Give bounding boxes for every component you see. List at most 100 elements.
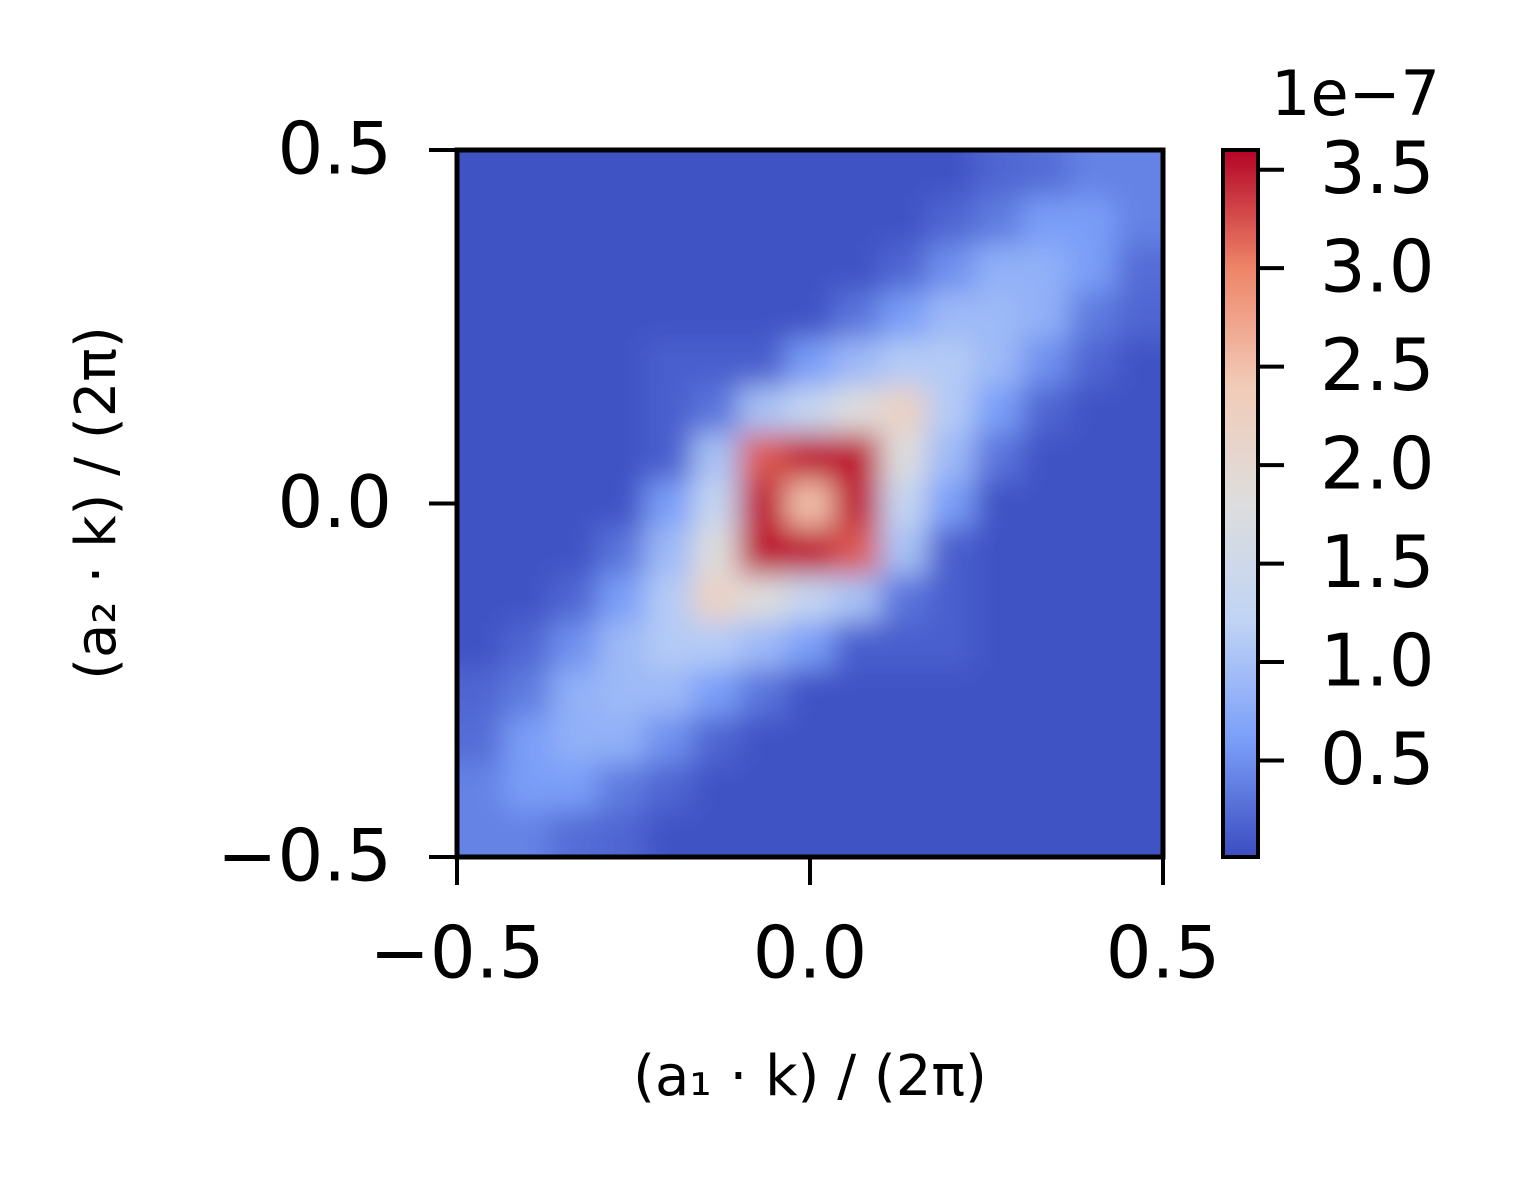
heatmap-cell bbox=[457, 338, 505, 387]
heatmap-cell bbox=[927, 762, 976, 811]
heatmap-cell bbox=[974, 667, 1023, 717]
heatmap-cell bbox=[644, 526, 693, 575]
heatmap-cell bbox=[785, 338, 835, 387]
heatmap-cell bbox=[691, 479, 740, 528]
heatmap-cell bbox=[1115, 715, 1163, 764]
heatmap-cell bbox=[597, 526, 646, 575]
heatmap-cell bbox=[1115, 196, 1163, 245]
heatmap-cell bbox=[785, 715, 835, 764]
heatmap-cell bbox=[597, 432, 646, 481]
heatmap-cell bbox=[833, 290, 882, 340]
colorbar bbox=[1221, 148, 1260, 859]
heatmap-cell bbox=[738, 479, 787, 528]
heatmap-cell bbox=[597, 620, 646, 669]
heatmap-cell bbox=[833, 150, 882, 198]
heatmap-cell bbox=[1021, 573, 1070, 622]
heatmap-cell bbox=[550, 715, 599, 764]
heatmap-cell bbox=[503, 573, 552, 622]
heatmap-cell bbox=[738, 243, 787, 292]
heatmap-cell bbox=[597, 196, 646, 245]
heatmap-cell bbox=[1021, 196, 1070, 245]
heatmap-cell bbox=[833, 432, 882, 481]
heatmap-cell bbox=[503, 432, 552, 481]
heatmap-cell bbox=[880, 479, 929, 528]
heatmap-cell bbox=[974, 762, 1023, 811]
heatmap-cell bbox=[1115, 526, 1163, 575]
heatmap-cell bbox=[597, 385, 646, 434]
heatmap-cell bbox=[1115, 762, 1163, 811]
heatmap-cell bbox=[503, 620, 552, 669]
heatmap-cell bbox=[1021, 715, 1070, 764]
heatmap-cell bbox=[644, 150, 693, 198]
heatmap-cell bbox=[880, 762, 929, 811]
x-tick-label: 0.5 bbox=[1106, 911, 1221, 995]
colorbar-offset: 1e−7 bbox=[1271, 57, 1440, 130]
y-tick-label: 0.0 bbox=[277, 460, 392, 544]
heatmap-cell bbox=[1021, 620, 1070, 669]
x-tick-label: −0.5 bbox=[370, 911, 545, 995]
heatmap-cell bbox=[691, 809, 740, 857]
heatmap-cell bbox=[833, 667, 882, 717]
heatmap-cell bbox=[503, 809, 552, 857]
heatmap-cell bbox=[457, 573, 505, 622]
heatmap-cell bbox=[550, 432, 599, 481]
heatmap-cell bbox=[1115, 432, 1163, 481]
y-tick-label: −0.5 bbox=[217, 814, 392, 898]
heatmap-cell bbox=[457, 715, 505, 764]
heatmap-cell bbox=[1068, 667, 1117, 717]
heatmap-cell bbox=[974, 573, 1023, 622]
heatmap-cell bbox=[550, 479, 599, 528]
heatmap-cell bbox=[550, 243, 599, 292]
heatmap-cell bbox=[974, 620, 1023, 669]
heatmap-cell bbox=[550, 338, 599, 387]
heatmap-cell bbox=[1021, 762, 1070, 811]
heatmap-cell bbox=[644, 290, 693, 340]
heatmap-cell bbox=[738, 196, 787, 245]
heatmap-cell bbox=[785, 479, 835, 528]
heatmap-cell bbox=[833, 385, 882, 434]
heatmap-cell bbox=[1068, 243, 1117, 292]
heatmap-cell bbox=[785, 809, 835, 857]
heatmap-cell bbox=[644, 385, 693, 434]
heatmap-cell bbox=[1068, 526, 1117, 575]
heatmap-cell bbox=[785, 196, 835, 245]
heatmap-cell bbox=[503, 338, 552, 387]
heatmap bbox=[457, 150, 1163, 857]
heatmap-cell bbox=[503, 243, 552, 292]
heatmap-cell bbox=[927, 432, 976, 481]
heatmap-cell bbox=[644, 762, 693, 811]
heatmap-cell bbox=[644, 432, 693, 481]
heatmap-cell bbox=[550, 573, 599, 622]
heatmap-cell bbox=[457, 667, 505, 717]
heatmap-cell bbox=[1068, 762, 1117, 811]
heatmap-cell bbox=[550, 620, 599, 669]
heatmap-cell bbox=[833, 243, 882, 292]
heatmap-cell bbox=[738, 150, 787, 198]
heatmap-cell bbox=[833, 338, 882, 387]
heatmap-cell bbox=[457, 290, 505, 340]
heatmap-cell bbox=[880, 385, 929, 434]
heatmap-cell bbox=[550, 196, 599, 245]
heatmap-cell bbox=[738, 526, 787, 575]
heatmap-cell bbox=[833, 715, 882, 764]
heatmap-cell bbox=[880, 620, 929, 669]
heatmap-cell bbox=[974, 338, 1023, 387]
heatmap-cell bbox=[927, 620, 976, 669]
heatmap-cell bbox=[1115, 385, 1163, 434]
heatmap-cell bbox=[833, 573, 882, 622]
heatmap-cell bbox=[1021, 809, 1070, 857]
heatmap-cell bbox=[880, 432, 929, 481]
heatmap-cell bbox=[927, 573, 976, 622]
heatmap-cell bbox=[738, 385, 787, 434]
heatmap-cell bbox=[927, 385, 976, 434]
y-tick-label: 0.5 bbox=[277, 107, 392, 191]
heatmap-cell bbox=[1068, 432, 1117, 481]
heatmap-cell bbox=[880, 196, 929, 245]
heatmap-cell bbox=[597, 715, 646, 764]
heatmap-cell bbox=[503, 385, 552, 434]
heatmap-cell bbox=[691, 526, 740, 575]
heatmap-cell bbox=[644, 338, 693, 387]
heatmap-cell bbox=[1021, 243, 1070, 292]
heatmap-cell bbox=[1115, 290, 1163, 340]
